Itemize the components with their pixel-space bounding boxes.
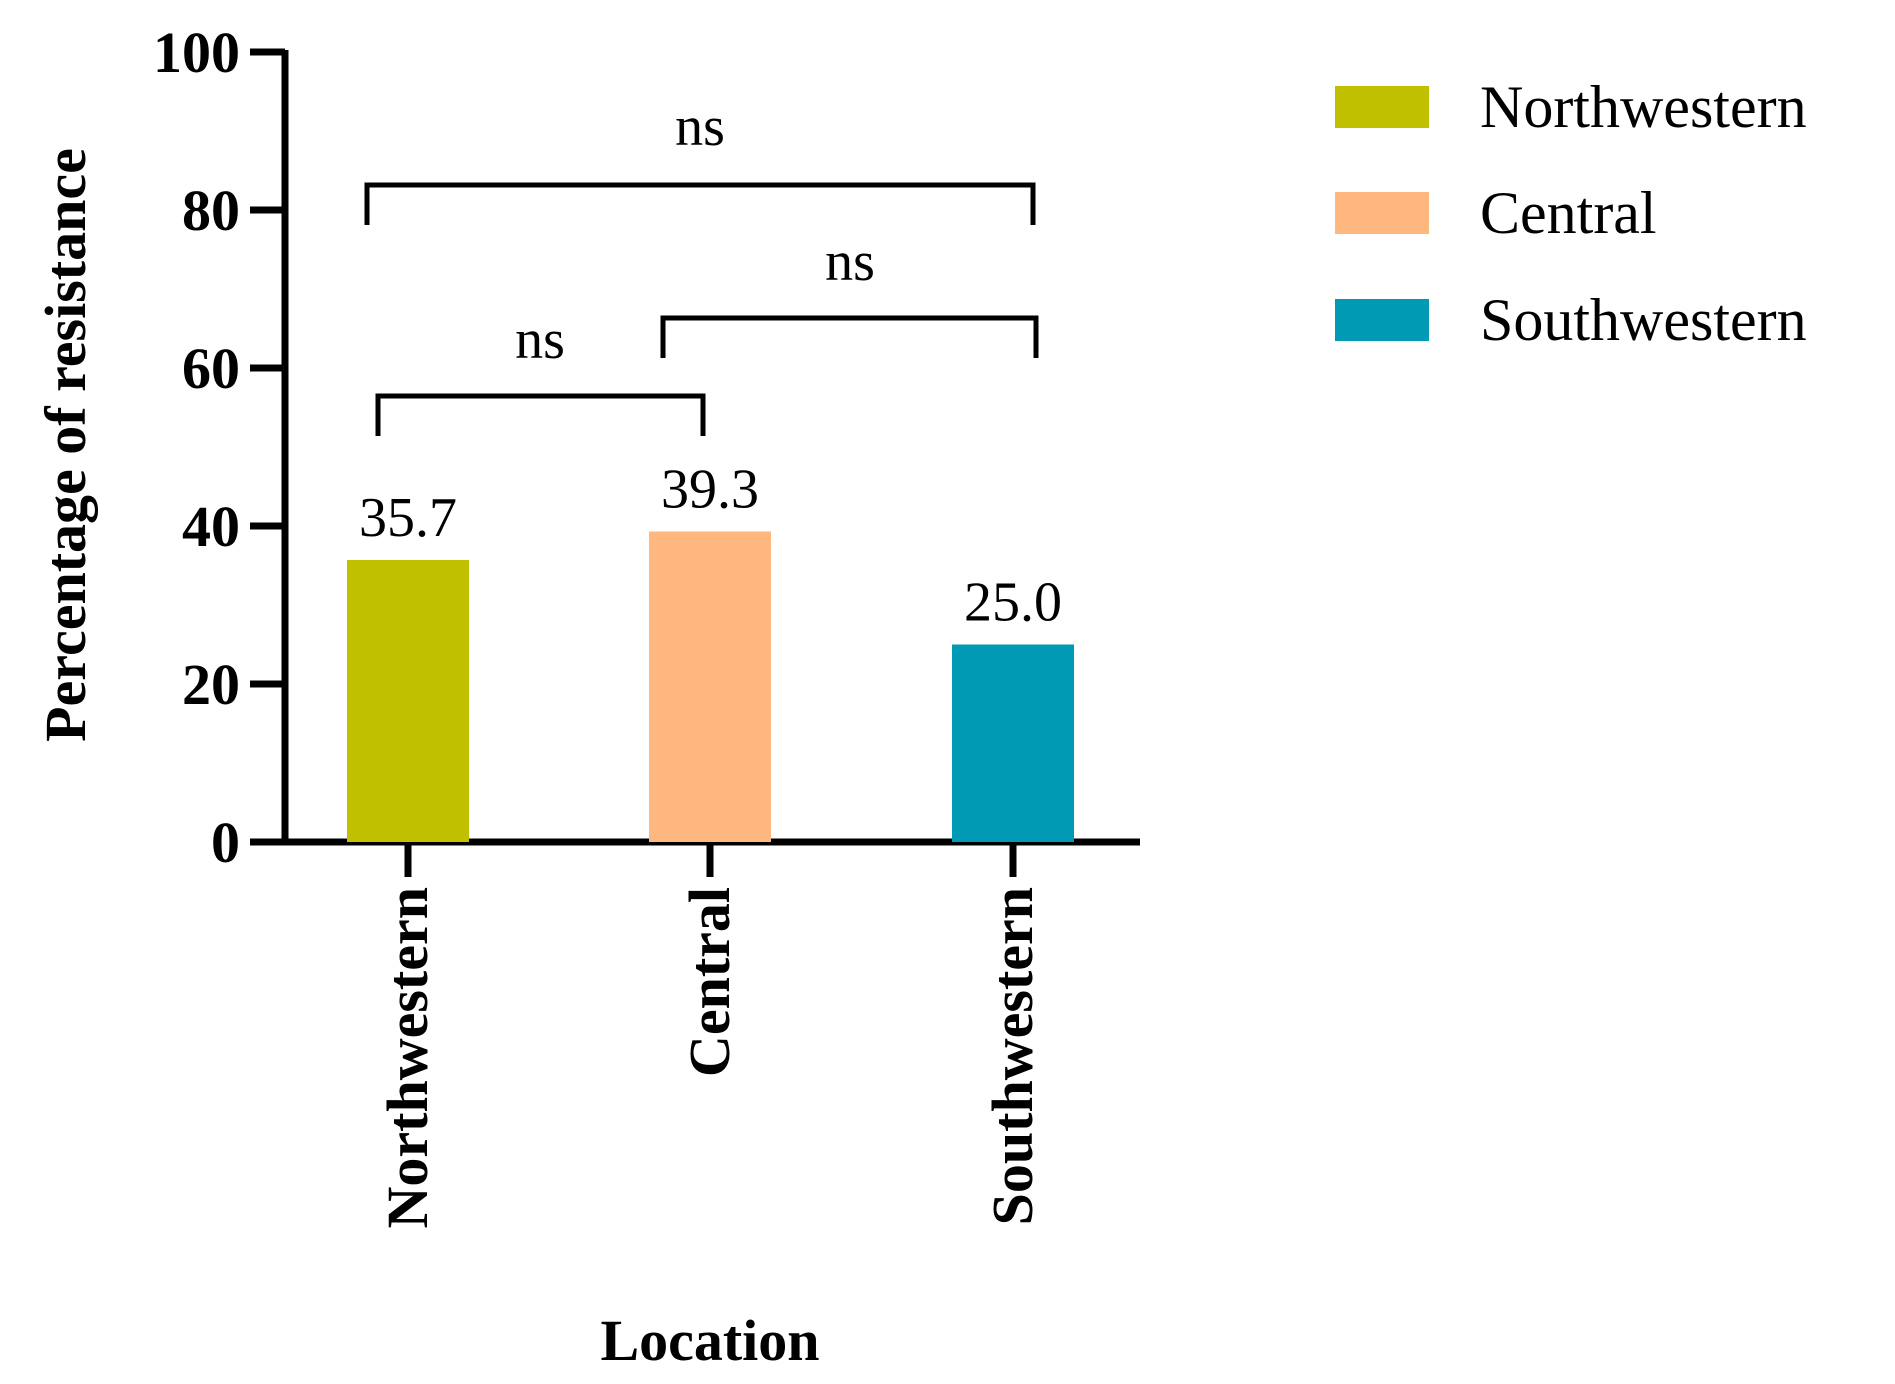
y-tick-label: 80 [182,178,240,243]
legend-swatch [1335,299,1429,341]
x-axis-title: Location [600,1308,819,1373]
legend-swatch [1335,86,1429,128]
legend-label: Southwestern [1480,287,1807,353]
y-tick-label: 0 [211,810,240,875]
data-label: 39.3 [661,459,759,521]
bar [952,644,1074,842]
y-tick-label: 100 [153,20,240,85]
x-tick-label: Central [677,887,742,1077]
legend-label: Central [1480,180,1657,246]
y-tick-label: 60 [182,336,240,401]
x-tick-label: Northwestern [375,887,440,1228]
significance-label: ns [675,96,725,158]
significance-bracket [364,182,1036,225]
x-tick-label: Southwestern [980,887,1045,1225]
significance-bracket [660,315,1039,358]
y-axis-title: Percentage of resistance [33,148,98,742]
data-label: 25.0 [964,572,1062,634]
y-tick-label: 40 [182,494,240,559]
legend-label: Northwestern [1480,74,1807,140]
bar [347,559,469,842]
significance-label: ns [825,231,875,293]
significance-label: ns [515,309,565,371]
bar [649,531,771,842]
y-tick-label: 20 [182,652,240,717]
significance-bracket [375,393,706,436]
data-label: 35.7 [359,487,457,549]
legend-swatch [1335,192,1429,234]
